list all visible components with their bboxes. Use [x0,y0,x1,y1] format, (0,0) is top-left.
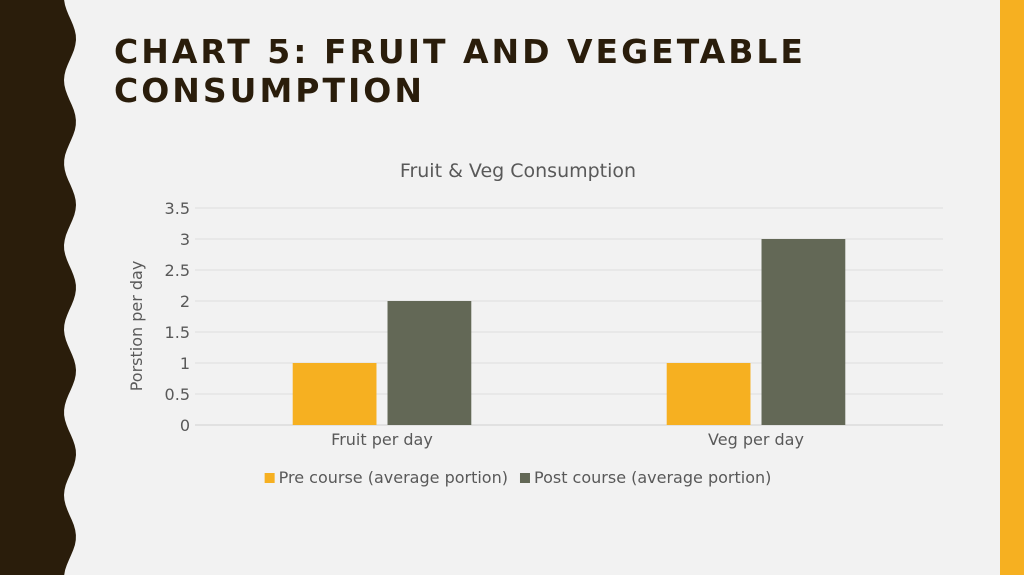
accent-bar [1000,0,1024,575]
y-tick-label: 3.5 [165,199,190,218]
chart-title: Fruit & Veg Consumption [400,160,636,182]
chart-bars [292,239,846,425]
bar-chart: Fruit & Veg Consumption 0 0.5 1 1.5 2 2.5 3 3.5… [127,160,943,487]
y-tick-label: 3 [180,230,190,249]
bar [761,239,846,425]
x-axis-tick-labels: Fruit per day Veg per day [331,430,804,449]
y-tick-label: 1 [180,354,190,373]
legend-label: Pre course (average portion) [279,468,508,487]
chart-legend: Pre course (average portion) Post course … [264,468,771,487]
y-tick-label: 2 [180,292,190,311]
y-tick-label: 1.5 [165,323,190,342]
bar [666,363,751,425]
legend-swatch [264,473,275,483]
x-tick-label: Veg per day [708,430,804,449]
y-axis-tick-labels: 0 0.5 1 1.5 2 2.5 3 3.5 [165,199,190,435]
y-tick-label: 2.5 [165,261,190,280]
wavy-border-decoration [0,0,76,575]
wavy-border-shape [0,0,76,575]
y-tick-label: 0.5 [165,385,190,404]
y-axis-label: Porstion per day [127,261,146,392]
x-tick-label: Fruit per day [331,430,433,449]
bar [292,363,377,425]
slide-title: CHART 5: FRUIT AND VEGETABLE CONSUMPTION [114,32,806,110]
legend-label: Post course (average portion) [534,468,771,487]
bar [387,301,472,425]
y-tick-label: 0 [180,416,190,435]
legend-swatch [519,473,530,483]
